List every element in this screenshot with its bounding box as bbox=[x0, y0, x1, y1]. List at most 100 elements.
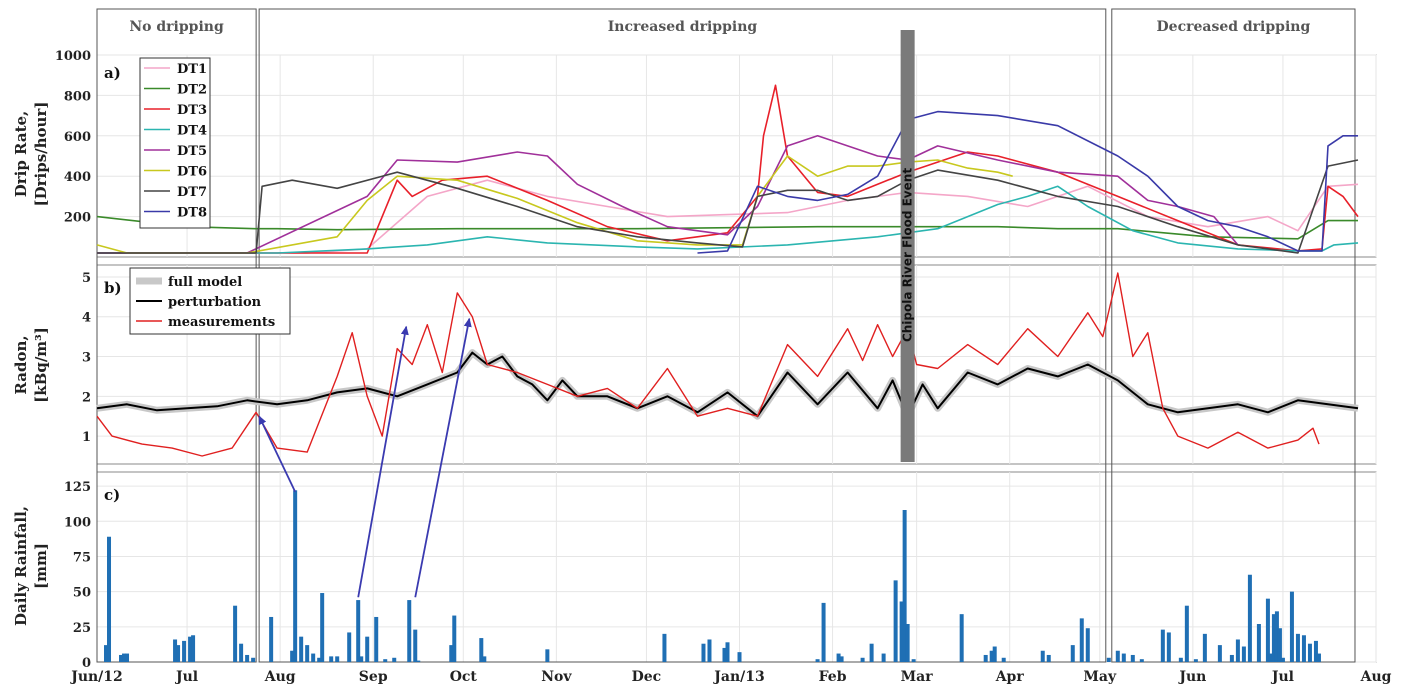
y-tick-b-4: 5 bbox=[82, 271, 91, 286]
rain-bar-72 bbox=[1160, 629, 1165, 662]
rain-bar-66 bbox=[1085, 628, 1090, 662]
rain-bar-51 bbox=[881, 653, 886, 662]
rain-bar-64 bbox=[1070, 645, 1075, 662]
y-tick-c-5: 125 bbox=[64, 480, 91, 495]
rain-bar-71 bbox=[1139, 659, 1144, 662]
rain-bar-88 bbox=[1277, 628, 1282, 662]
y-tick-a-3: 800 bbox=[64, 89, 91, 104]
x-tick-8: Feb bbox=[819, 669, 847, 685]
y-axis-label-b-line1: Radon, bbox=[12, 335, 30, 394]
rain-bar-82 bbox=[1247, 574, 1252, 662]
rain-to-radon-arrows bbox=[258, 317, 472, 598]
rain-bar-41 bbox=[707, 639, 712, 662]
rain-bar-32 bbox=[413, 629, 418, 662]
rain-bar-83 bbox=[1256, 624, 1261, 662]
rain-bar-16 bbox=[293, 490, 298, 662]
x-tick-14: Aug bbox=[1360, 669, 1392, 685]
panel-c-rainfall bbox=[104, 490, 1321, 662]
legend-radon: full model perturbation measurements bbox=[129, 267, 291, 335]
rain-bar-29 bbox=[383, 659, 388, 662]
drip-line-dt4 bbox=[97, 185, 1359, 254]
rain-bar-30 bbox=[392, 657, 397, 662]
rain-bar-89 bbox=[1280, 657, 1285, 662]
rain-bar-9 bbox=[191, 635, 196, 662]
y-axis-label-b-line2: [kBq/m³] bbox=[32, 327, 50, 403]
rain-bar-91 bbox=[1295, 633, 1300, 662]
rain-bar-2 bbox=[119, 654, 124, 662]
rain-bar-34 bbox=[449, 645, 454, 662]
panel-label-c: c) bbox=[104, 486, 120, 504]
rain-bar-67 bbox=[1106, 657, 1111, 662]
rain-bar-25 bbox=[356, 600, 361, 662]
rain-bar-0 bbox=[104, 645, 109, 662]
rain-bar-18 bbox=[305, 645, 310, 662]
legend-a-label-4: DT5 bbox=[177, 144, 207, 159]
x-tick-1: Jul bbox=[174, 669, 198, 685]
arrow-2 bbox=[414, 317, 472, 598]
rain-bar-14 bbox=[269, 616, 274, 662]
rain-bar-42 bbox=[722, 647, 727, 662]
rain-bar-50 bbox=[869, 643, 874, 662]
y-tick-b-0: 1 bbox=[82, 430, 91, 445]
rain-bar-7 bbox=[182, 640, 187, 662]
rain-bar-46 bbox=[821, 602, 826, 662]
y-tick-c-0: 0 bbox=[82, 656, 91, 671]
panel-label-b: b) bbox=[104, 279, 122, 297]
rain-bar-56 bbox=[911, 659, 916, 662]
rain-bar-59 bbox=[989, 650, 994, 662]
rain-bar-40 bbox=[701, 643, 706, 662]
rain-bar-61 bbox=[1001, 657, 1006, 662]
rain-bar-20 bbox=[317, 657, 322, 662]
legend-drip: DT1 DT2 DT3 DT4 DT5 DT6 DT7 DT8 bbox=[139, 57, 211, 229]
rain-bar-12 bbox=[245, 654, 250, 662]
y-axis-label-c-line2: [mm] bbox=[32, 543, 50, 589]
panel-b-radon bbox=[96, 272, 1359, 457]
rain-bar-28 bbox=[374, 616, 379, 662]
x-tick-labels: Jun/12 Jul Aug Sep Oct Nov Dec Jan/13 Feb Mar Apr M… bbox=[69, 669, 1391, 685]
legend-b-label-0: full model bbox=[168, 275, 242, 290]
rain-bar-92 bbox=[1301, 635, 1306, 662]
rain-bar-49 bbox=[860, 657, 865, 662]
drip-line-dt8 bbox=[697, 110, 1358, 254]
legend-a-label-3: DT4 bbox=[177, 124, 207, 139]
rain-bar-69 bbox=[1121, 653, 1126, 662]
x-tick-10: Apr bbox=[995, 669, 1025, 685]
rain-bar-39 bbox=[662, 633, 667, 662]
legend-a-label-7: DT8 bbox=[177, 206, 207, 221]
rain-bar-21 bbox=[320, 593, 325, 662]
rain-bar-37 bbox=[482, 656, 487, 662]
rain-bar-85 bbox=[1268, 653, 1273, 662]
x-tick-6: Dec bbox=[632, 669, 662, 685]
rain-bar-15 bbox=[290, 650, 295, 662]
y-axis-label-c-line1: Daily Rainfall, bbox=[12, 506, 30, 626]
rain-bar-57 bbox=[959, 614, 964, 662]
x-tick-7: Jan/13 bbox=[712, 669, 764, 685]
rain-bar-33 bbox=[416, 660, 421, 662]
rain-bar-95 bbox=[1316, 653, 1321, 662]
y-tick-a-1: 400 bbox=[64, 170, 91, 185]
rain-bar-4 bbox=[125, 653, 130, 662]
legend-a-label-5: DT6 bbox=[177, 165, 207, 180]
rain-bar-77 bbox=[1202, 633, 1207, 662]
rain-bar-58 bbox=[983, 654, 988, 662]
rain-bar-73 bbox=[1166, 632, 1171, 662]
rain-bar-26 bbox=[359, 656, 364, 662]
rain-bar-53 bbox=[899, 601, 904, 662]
panel-frames bbox=[96, 54, 1377, 663]
rain-bar-78 bbox=[1217, 645, 1222, 662]
rain-bar-31 bbox=[407, 600, 412, 662]
radon-line-perturbation bbox=[96, 351, 1359, 418]
rain-bar-43 bbox=[725, 642, 730, 662]
legend-a-box bbox=[139, 57, 211, 229]
rain-bar-54 bbox=[902, 510, 907, 662]
rain-bar-17 bbox=[299, 636, 304, 662]
rain-bar-74 bbox=[1178, 657, 1183, 662]
rain-bar-68 bbox=[1115, 650, 1120, 662]
rain-bar-60 bbox=[992, 646, 997, 662]
rain-bar-27 bbox=[365, 636, 370, 662]
region-label-0: No dripping bbox=[129, 19, 224, 35]
panel-label-a: a) bbox=[104, 64, 121, 82]
drip-line-dt7 bbox=[97, 159, 1359, 254]
region-label-2: Decreased dripping bbox=[1157, 19, 1311, 35]
